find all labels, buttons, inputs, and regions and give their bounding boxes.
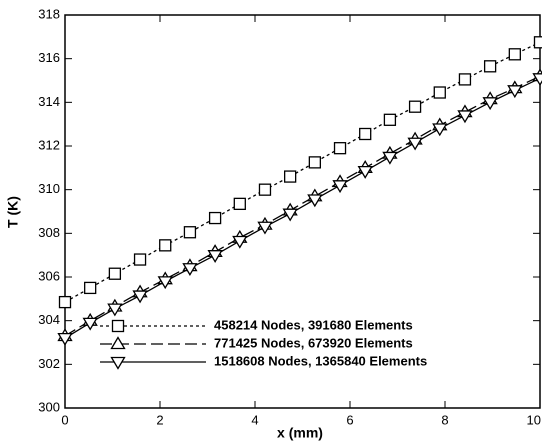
data-point [283,170,297,183]
data-point [357,165,373,179]
y-tick-label: 300 [38,399,60,414]
x-tick-label: 8 [441,412,448,427]
y-tick-label: 316 [38,50,60,65]
data-point [108,267,122,280]
data-point [257,221,273,235]
legend-label: 1518608 Nodes, 1365840 Elements [214,353,427,368]
data-point [333,142,347,155]
y-tick-label: 314 [38,94,60,109]
legend-marker [110,336,126,350]
data-point [84,281,97,295]
y-tick-label: 318 [38,6,60,21]
y-axis-label: T (K) [5,196,21,228]
data-point [408,100,422,113]
plot-frame [64,14,541,409]
data-point [308,156,322,169]
y-tick-label: 304 [38,312,60,327]
data-point [533,36,542,49]
data-point [258,183,272,196]
data-point [382,151,398,165]
data-point [57,332,73,346]
data-point [458,73,472,86]
y-tick-label: 312 [38,137,60,152]
legend-label: 458214 Nodes, 391680 Elements [214,317,413,332]
legend-label: 771425 Nodes, 673920 Elements [214,335,413,350]
data-point [282,208,298,222]
data-point [482,97,498,111]
y-tick-label: 306 [38,268,60,283]
data-point [182,263,198,277]
data-point [232,235,248,249]
data-point [58,295,72,309]
data-point [233,197,246,211]
y-tick-label: 308 [38,225,60,240]
data-point [133,253,147,266]
data-point [159,239,172,252]
data-point [332,180,348,194]
x-axis-label: x (mm) [277,425,323,441]
data-point [383,113,397,126]
y-tick-label: 302 [38,356,60,371]
data-point [207,250,223,263]
data-point [433,86,446,99]
data-point [483,60,497,73]
y-tick-label: 310 [38,181,60,196]
data-point [307,194,323,208]
legend-marker [111,319,125,333]
data-point [157,276,173,290]
x-tick-label: 0 [61,412,68,427]
data-point [432,123,448,137]
data-point [457,110,473,124]
data-point [507,85,523,99]
legend-marker [110,356,126,370]
data-point [183,226,197,239]
data-point [532,73,542,87]
data-point [407,137,423,151]
data-point [359,127,372,141]
x-tick-label: 10 [527,412,541,427]
data-point [208,211,222,225]
data-point [132,290,148,304]
data-point [82,317,98,331]
data-point [508,48,521,61]
x-tick-label: 4 [251,412,258,427]
data-point [107,303,123,317]
x-tick-label: 2 [156,412,163,427]
x-tick-label: 6 [346,412,353,427]
